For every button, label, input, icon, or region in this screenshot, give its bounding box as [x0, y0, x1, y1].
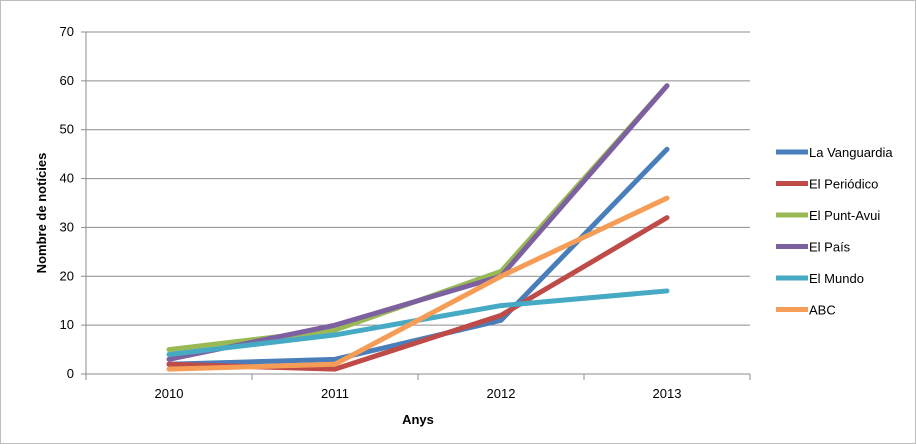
legend-label-abc: ABC [809, 303, 836, 318]
y-axis-title: Nombre de notícies [34, 153, 49, 274]
legend: La Vanguardia El Periódico El Punt-Avui El … [776, 145, 893, 318]
x-tick-label: 2012 [487, 386, 516, 401]
y-tick-label: 50 [60, 122, 74, 137]
y-tick-label: 0 [67, 366, 74, 381]
legend-label-el-pais: El País [809, 240, 851, 255]
legend-label-la-vanguardia: La Vanguardia [809, 145, 893, 160]
legend-label-el-punt-avui: El Punt-Avui [809, 208, 880, 223]
series-lines [166, 83, 670, 372]
legend-label-el-periodico: El Periódico [809, 177, 878, 192]
series-line-la-vanguardia [166, 146, 670, 367]
y-tick-label: 10 [60, 317, 74, 332]
y-tick-label: 20 [60, 268, 74, 283]
y-axis-ticks: 0 10 20 30 40 50 60 70 [60, 24, 86, 381]
axes [85, 32, 750, 375]
series-line-el-punt-avui [166, 83, 670, 353]
y-tick-label: 30 [60, 219, 74, 234]
y-tick-label: 70 [60, 24, 74, 39]
y-tick-label: 60 [60, 73, 74, 88]
x-axis-title: Anys [402, 412, 434, 427]
y-tick-label: 40 [60, 171, 74, 186]
x-tick-label: 2010 [155, 386, 184, 401]
legend-label-el-mundo: El Mundo [809, 271, 864, 286]
series-line-abc [166, 195, 670, 372]
x-tick-label: 2013 [653, 386, 682, 401]
gridlines [86, 31, 750, 326]
x-axis-ticks: 2010 2011 2012 2013 [85, 374, 751, 401]
x-tick-label: 2011 [321, 386, 349, 401]
